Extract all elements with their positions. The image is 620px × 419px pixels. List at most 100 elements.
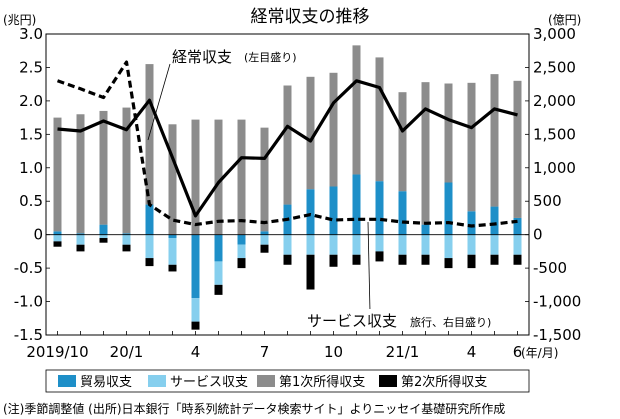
bar-1-3 bbox=[122, 233, 131, 235]
bar-1-18 bbox=[467, 211, 476, 235]
bar-4-20 bbox=[513, 254, 522, 265]
bar-3-16 bbox=[421, 82, 430, 225]
bar-3-12 bbox=[329, 72, 338, 187]
bar-3-13 bbox=[352, 45, 361, 175]
bar-3-17 bbox=[444, 83, 453, 183]
bar-2-16 bbox=[421, 234, 430, 255]
chart-title: 経常収支の推移 bbox=[251, 7, 370, 27]
bar-4-1 bbox=[76, 244, 85, 252]
legend-label-4: 第2次所得収支 bbox=[401, 374, 487, 390]
right-tick-label-9: -1,500 bbox=[533, 326, 581, 344]
bar-4-11 bbox=[306, 254, 315, 290]
bar-2-7 bbox=[214, 261, 223, 285]
x-tick-label-3: 7 bbox=[260, 343, 270, 361]
bar-3-8 bbox=[237, 119, 246, 235]
bar-1-12 bbox=[329, 186, 338, 235]
right-axis-unit: (億円) bbox=[548, 13, 581, 27]
legend-swatch-1 bbox=[58, 375, 76, 387]
bar-3-9 bbox=[260, 127, 269, 232]
left-tick-label-5: 0.5 bbox=[19, 192, 43, 210]
bar-2-8 bbox=[237, 244, 246, 259]
bar-1-9 bbox=[260, 231, 269, 235]
bar-1-16 bbox=[421, 224, 430, 235]
bar-2-4 bbox=[145, 234, 154, 259]
bar-4-19 bbox=[490, 254, 499, 265]
services-travel-line bbox=[56, 60, 518, 228]
right-tick-label-3: 1,500 bbox=[533, 125, 576, 143]
left-tick-label-2: 2.0 bbox=[19, 92, 43, 110]
legend-label-1: 貿易収支 bbox=[80, 375, 132, 390]
left-tick-label-0: 3.0 bbox=[19, 25, 43, 43]
legend-label-2: サービス収支 bbox=[170, 375, 248, 390]
bar-3-19 bbox=[490, 74, 499, 207]
left-tick-label-9: -1.5 bbox=[14, 326, 43, 344]
x-tick-label-0: 2019/10 bbox=[26, 343, 88, 361]
plot-frame bbox=[45, 33, 530, 336]
bar-4-0 bbox=[53, 241, 62, 247]
current-account-note: (左目盛り) bbox=[244, 50, 297, 64]
right-tick-label-6: 0 bbox=[533, 226, 543, 244]
footnote: (注)季節調整値 (出所)日本銀行「時系列統計データ検索サイト」よりニッセイ基礎… bbox=[3, 402, 506, 416]
bar-2-13 bbox=[352, 234, 361, 255]
bar-1-11 bbox=[306, 189, 315, 235]
bar-3-10 bbox=[283, 85, 292, 205]
bar-1-17 bbox=[444, 182, 453, 235]
bar-3-3 bbox=[122, 107, 131, 234]
right-tick-label-4: 1,000 bbox=[533, 159, 576, 177]
legend-swatch-4 bbox=[379, 375, 397, 387]
left-tick-label-3: 1.5 bbox=[19, 125, 43, 143]
bar-1-20 bbox=[513, 217, 522, 235]
bar-2-18 bbox=[467, 234, 476, 255]
bar-4-17 bbox=[444, 258, 453, 269]
legend-label-3: 第1次所得収支 bbox=[279, 374, 365, 390]
legend: 貿易収支 サービス収支 第1次所得収支 第2次所得収支 bbox=[45, 369, 530, 393]
right-tick-label-2: 2,000 bbox=[533, 92, 576, 110]
bar-4-13 bbox=[352, 254, 361, 265]
bar-4-12 bbox=[329, 254, 338, 267]
x-tick-label-2: 4 bbox=[191, 343, 201, 361]
bar-1-1 bbox=[76, 233, 85, 235]
bar-1-13 bbox=[352, 174, 361, 235]
right-tick-label-8: -1,000 bbox=[533, 293, 581, 311]
bar-4-9 bbox=[260, 244, 269, 253]
bar-3-5 bbox=[168, 124, 177, 235]
bar-2-6 bbox=[191, 298, 200, 322]
left-tick-label-8: -1.0 bbox=[14, 293, 43, 311]
left-tick-label-7: -0.5 bbox=[14, 259, 43, 277]
bar-2-1 bbox=[76, 234, 85, 245]
bar-1-8 bbox=[237, 234, 246, 245]
services-label: サービス収支 bbox=[307, 312, 397, 330]
bar-1-5 bbox=[168, 234, 177, 239]
chart: 経常収支の推移 (兆円) (億円) 3.0 2.5 2.0 1.5 1.0 0.5 0 -0.… bbox=[3, 7, 581, 393]
bar-1-7 bbox=[214, 234, 223, 262]
bar-4-14 bbox=[375, 251, 384, 262]
bar-4-5 bbox=[168, 264, 177, 272]
x-tick-label-1: 20/1 bbox=[110, 343, 144, 361]
left-tick-label-1: 2.5 bbox=[19, 58, 43, 76]
x-tick-label-7: 6 bbox=[513, 343, 523, 361]
current-account-line bbox=[57, 79, 518, 218]
current-account-leader-line bbox=[147, 63, 171, 141]
bar-2-9 bbox=[260, 234, 269, 245]
services-label-bg bbox=[300, 309, 528, 331]
left-axis-unit: (兆円) bbox=[3, 13, 36, 27]
services-leader-line bbox=[367, 221, 371, 313]
bar-3-18 bbox=[467, 82, 476, 212]
bar-3-2 bbox=[99, 110, 108, 225]
bar-2-10 bbox=[283, 234, 292, 255]
bar-1-6 bbox=[191, 234, 200, 299]
bar-3-6 bbox=[191, 119, 200, 235]
x-tick-label-4: 10 bbox=[324, 343, 343, 361]
right-tick-label-1: 2,500 bbox=[533, 58, 576, 76]
bar-2-15 bbox=[398, 234, 407, 255]
bar-4-6 bbox=[191, 321, 200, 330]
bar-2-0 bbox=[53, 234, 62, 242]
bar-3-20 bbox=[513, 80, 522, 218]
bar-1-14 bbox=[375, 181, 384, 235]
bar-4-4 bbox=[145, 258, 154, 267]
bar-2-3 bbox=[122, 234, 131, 245]
bar-2-19 bbox=[490, 234, 499, 255]
x-tick-label-6: 4 bbox=[467, 343, 477, 361]
bar-1-2 bbox=[99, 224, 108, 235]
bar-1-15 bbox=[398, 191, 407, 235]
